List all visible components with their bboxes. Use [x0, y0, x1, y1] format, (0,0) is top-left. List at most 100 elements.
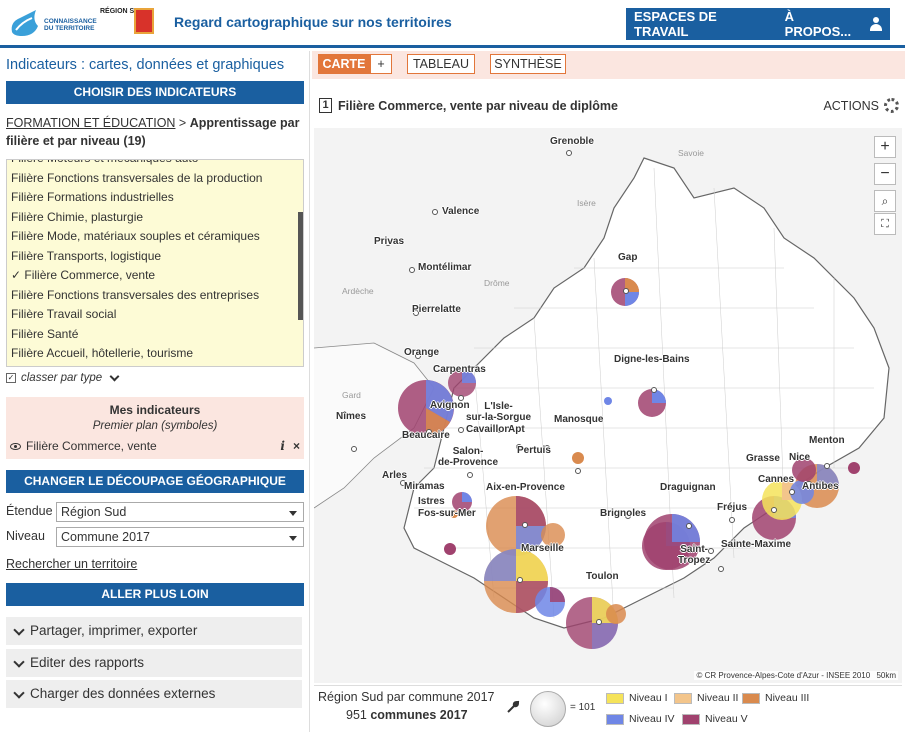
commune-grid — [414, 167, 874, 624]
top-nav: ESPACES DE TRAVAIL À PROPOS... — [626, 8, 890, 40]
zoom-out-button[interactable]: − — [874, 163, 896, 185]
legend-geography: Région Sud par commune 2017 — [318, 690, 495, 704]
visibility-eye-icon[interactable] — [10, 442, 21, 450]
nav-a-propos[interactable]: À PROPOS... — [784, 9, 852, 39]
map-number: 1 — [319, 98, 332, 113]
city-label: Marseille — [521, 543, 564, 554]
indicator-item[interactable]: Filière Fonctions transversales de la pr… — [11, 170, 263, 185]
city-label: Saint- Tropez — [678, 544, 711, 566]
actions-button[interactable]: ACTIONS — [823, 99, 879, 113]
search-map-icon[interactable]: ⌕ — [874, 190, 896, 212]
city-label: Grasse — [746, 453, 780, 464]
legend-niveau-5: Niveau V — [682, 713, 748, 725]
my-indicator-label: Filière Commerce, vente — [26, 439, 157, 453]
search-territory-link[interactable]: Rechercher un territoire — [6, 557, 138, 571]
remove-icon[interactable]: × — [292, 439, 300, 453]
city-label: Brignoles — [600, 508, 647, 519]
city-label: Cannes — [758, 474, 795, 485]
map-header: 1 Filière Commerce, vente par niveau de … — [312, 89, 905, 119]
indicator-item-selected[interactable]: ✓ Filière Commerce, vente — [11, 268, 156, 282]
city-label: Salon-de-Provence — [438, 446, 499, 468]
logo-text: CONNAISSANCE DU TERRITOIRE — [44, 18, 97, 32]
breadcrumb-theme-link[interactable]: FORMATION ET ÉDUCATION — [6, 116, 176, 130]
classer-label: classer par type — [21, 372, 103, 384]
niveau-select[interactable]: Commune 2017 — [56, 527, 304, 547]
accordion-rapports[interactable]: Editer des rapports — [6, 649, 302, 677]
city-label: Arles — [382, 470, 408, 481]
commune-count-suffix: communes 2017 — [370, 708, 468, 722]
swatch-niveau-1 — [606, 692, 624, 704]
etendue-label: Étendue — [6, 504, 53, 518]
app-title: Regard cartographique sur nos territoire… — [174, 14, 452, 30]
legend-niveau-2-label: Niveau II — [697, 692, 739, 704]
etendue-select[interactable]: Région Sud — [56, 502, 304, 522]
aller-plus-loin-header[interactable]: ALLER PLUS LOIN — [6, 583, 304, 606]
legend-niveau-2: Niveau II — [674, 692, 738, 704]
accordion-partager[interactable]: Partager, imprimer, exporter — [6, 617, 302, 645]
region-sud-logo[interactable]: RÉGION SUD — [100, 8, 156, 40]
city-label: Fréjus — [717, 502, 748, 513]
user-icon[interactable] — [869, 17, 883, 31]
zoom-in-button[interactable]: + — [874, 136, 896, 158]
swatch-niveau-3 — [742, 692, 760, 704]
city-label: Pertuis — [517, 445, 551, 456]
map-svg[interactable] — [314, 128, 902, 683]
panel-title: Indicateurs : cartes, données et graphiq… — [6, 57, 285, 73]
city-label: Draguignan — [660, 482, 716, 493]
department-label: Savoie — [678, 148, 704, 158]
city-label: Beaucaire — [402, 430, 450, 441]
swatch-niveau-4 — [606, 713, 624, 725]
accordion-donnees-externes[interactable]: Charger des données externes — [6, 680, 302, 708]
info-icon[interactable]: i — [280, 439, 285, 453]
indicator-item[interactable]: Filière Travail social — [11, 307, 117, 321]
breadcrumb: FORMATION ET ÉDUCATION > Apprentissage p… — [6, 114, 302, 150]
wrench-icon[interactable] — [506, 700, 520, 714]
list-scrollbar[interactable] — [298, 212, 303, 320]
legend-niveau-4: Niveau IV — [606, 713, 675, 725]
city-label: Orange — [404, 347, 440, 358]
legend-niveau-5-label: Niveau V — [705, 713, 748, 725]
tab-synthese[interactable]: SYNTHÈSE — [490, 54, 566, 74]
gear-icon[interactable] — [884, 98, 899, 113]
add-map-button[interactable]: + — [370, 54, 392, 74]
indicator-item[interactable]: Filière Chimie, plasturgie — [11, 209, 144, 224]
city-label: Carpentras — [433, 364, 486, 375]
view-tabs: CARTE + TABLEAU SYNTHÈSE — [312, 51, 905, 79]
indicator-item[interactable]: Filière Accueil, hôtellerie, tourisme — [11, 346, 194, 360]
indicator-list: Filière Moteurs et mécaniques auto Filiè… — [6, 159, 304, 367]
fullscreen-icon[interactable]: ⛶ — [874, 213, 896, 235]
my-indicator-row: Filière Commerce, vente i × — [10, 439, 300, 453]
indicator-item[interactable]: Filière Moteurs et mécaniques auto — [7, 160, 303, 169]
indicator-item[interactable]: Filière Santé — [11, 326, 79, 341]
indicator-item[interactable]: Filière Formations industrielles — [11, 190, 174, 204]
classer-checkbox[interactable]: ✓ — [6, 373, 16, 383]
city-label: Pierrelatte — [412, 304, 461, 315]
indicator-item[interactable]: Filière Fonctions transversales des entr… — [11, 287, 260, 302]
pie-charts — [398, 278, 860, 649]
nav-espaces-travail[interactable]: ESPACES DE TRAVAIL — [634, 9, 717, 39]
choose-indicators-header[interactable]: CHOISIR DES INDICATEURS — [6, 81, 304, 104]
classer-par-type[interactable]: ✓ classer par type — [6, 371, 120, 384]
tab-carte[interactable]: CARTE — [318, 54, 370, 74]
city-label: Aix-en-Provence — [486, 482, 565, 493]
legend-niveau-1-label: Niveau I — [629, 692, 668, 704]
commune-count: 951 — [346, 708, 367, 722]
chevron-down-icon[interactable] — [109, 371, 120, 381]
city-label: Fos-sur-Mer — [418, 508, 476, 519]
map-title: Filière Commerce, vente par niveau de di… — [338, 99, 618, 113]
indicator-item[interactable]: Filière Mode, matériaux souples et céram… — [11, 229, 260, 243]
indicator-item[interactable]: Filière Transports, logistique — [11, 248, 162, 263]
city-label: Apt — [508, 424, 525, 435]
map-canvas[interactable]: Grenoble Valence Privas Montélimar Pierrelat… — [314, 128, 902, 683]
change-geography-header[interactable]: CHANGER LE DÉCOUPAGE GÉOGRAPHIQUE — [6, 470, 304, 493]
city-label: Montélimar — [418, 262, 472, 273]
city-dots — [351, 150, 830, 625]
scale-label: 50km — [876, 671, 896, 680]
tab-tableau[interactable]: TABLEAU — [407, 54, 475, 74]
city-label: Antibes — [802, 481, 839, 492]
city-label: Valence — [442, 206, 480, 217]
department-label: Drôme — [484, 278, 510, 288]
niveau-label: Niveau — [6, 529, 45, 543]
city-label: Istres — [418, 496, 445, 507]
connaissance-logo[interactable]: CONNAISSANCE DU TERRITOIRE — [6, 4, 97, 42]
